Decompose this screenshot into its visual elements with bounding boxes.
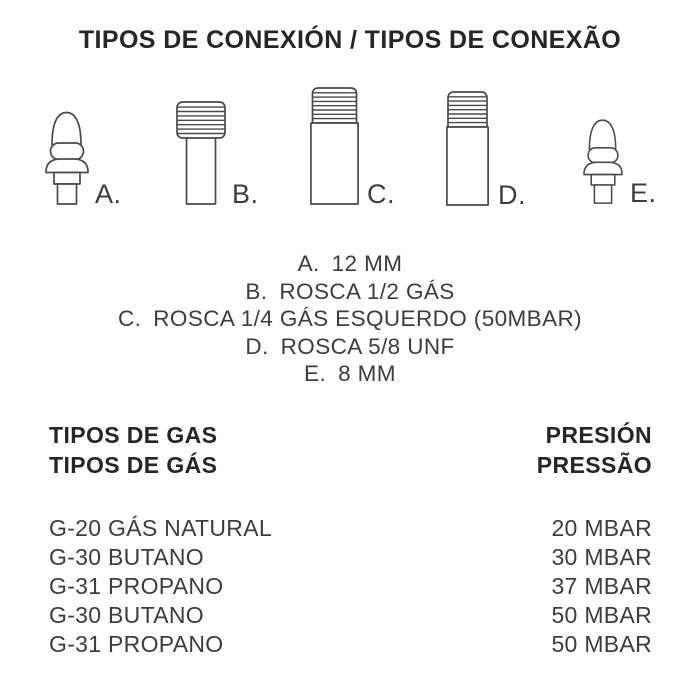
threaded-connector-b-icon: [176, 101, 226, 205]
connector-figures-row: A. B.: [0, 0, 700, 215]
barb-connector-e-icon: [583, 119, 623, 204]
legend-value: 8 MM: [338, 361, 396, 386]
legend-key: C.: [117, 306, 142, 331]
gas-table-rows: G-20 GÁS NATURAL 20 MBAR G-30 BUTANO 30 …: [49, 514, 652, 659]
threaded-connector-c-icon: [310, 87, 359, 205]
legend-line-c: C. ROSCA 1/4 GÁS ESQUERDO (50MBAR): [0, 305, 700, 333]
legend-value: ROSCA 5/8 UNF: [280, 333, 455, 359]
connector-e-label: E.: [630, 177, 657, 208]
gas-pressure: 50 MBAR: [551, 602, 652, 628]
gas-types-header-pt: TIPOS DE GÁS: [49, 452, 218, 478]
connector-legend: A. 12 MM B. ROSCA 1/2 GÁS C. ROSCA 1/4 GÁS …: [0, 250, 700, 388]
connector-figure-d: D.: [446, 91, 526, 210]
connector-figure-b: B.: [176, 101, 259, 209]
gas-name: G-30 BUTANO: [49, 544, 204, 570]
legend-value: ROSCA 1/4 GÁS ESQUERDO (50MBAR): [153, 306, 583, 331]
legend-line-e: E. 8 MM: [0, 360, 700, 388]
connector-a-label: A.: [95, 178, 122, 209]
legend-value: 12 MM: [331, 251, 403, 276]
connector-c-label: C.: [367, 178, 395, 209]
gas-table-row: G-30 BUTANO 50 MBAR: [49, 601, 652, 630]
gas-pressure: 50 MBAR: [551, 631, 652, 657]
legend-line-a: A. 12 MM: [0, 250, 700, 278]
legend-key: E.: [304, 361, 327, 386]
legend-key: A.: [297, 251, 320, 276]
gas-pressure: 37 MBAR: [551, 573, 652, 599]
gas-name: G-31 PROPANO: [49, 573, 224, 599]
gas-table-row: G-31 PROPANO 37 MBAR: [49, 572, 652, 601]
page-title: TIPOS DE CONEXIÓN / TIPOS DE CONEXÃO: [78, 26, 622, 54]
gas-table-row: G-30 BUTANO 30 MBAR: [49, 543, 652, 572]
gas-name: G-30 BUTANO: [49, 602, 204, 628]
threaded-connector-d-icon: [446, 91, 489, 206]
legend-key: D.: [245, 333, 269, 359]
gas-table-row: G-31 PROPANO 50 MBAR: [49, 630, 652, 659]
gas-table-row: G-20 GÁS NATURAL 20 MBAR: [49, 514, 652, 543]
gas-types-header: TIPOS DE GAS TIPOS DE GÁS: [49, 420, 217, 480]
connector-figure-e: E.: [583, 117, 657, 208]
connector-figure-c: C.: [310, 87, 395, 209]
gas-name: G-31 PROPANO: [49, 631, 224, 657]
legend-line-d: D. ROSCA 5/8 UNF: [0, 333, 700, 361]
gas-name: G-20 GÁS NATURAL: [49, 515, 272, 541]
legend-line-b: B. ROSCA 1/2 GÁS: [0, 278, 700, 306]
pressure-header-pt: PRESSÃO: [536, 452, 652, 478]
legend-key: B.: [245, 278, 268, 304]
gas-pressure: 20 MBAR: [551, 515, 652, 541]
gas-pressure: 30 MBAR: [551, 544, 652, 570]
gas-table-header: TIPOS DE GAS TIPOS DE GÁS PRESIÓN PRESSÃ…: [49, 420, 652, 480]
legend-value: ROSCA 1/2 GÁS: [279, 278, 455, 304]
pressure-header-es: PRESIÓN: [545, 422, 652, 448]
gas-types-header-es: TIPOS DE GAS: [49, 422, 218, 448]
pressure-header: PRESIÓN PRESSÃO: [537, 420, 652, 480]
connector-figure-a: A.: [45, 109, 122, 209]
connector-d-label: D.: [498, 179, 526, 210]
barb-connector-a-icon: [45, 111, 89, 205]
connector-b-label: B.: [232, 178, 259, 209]
